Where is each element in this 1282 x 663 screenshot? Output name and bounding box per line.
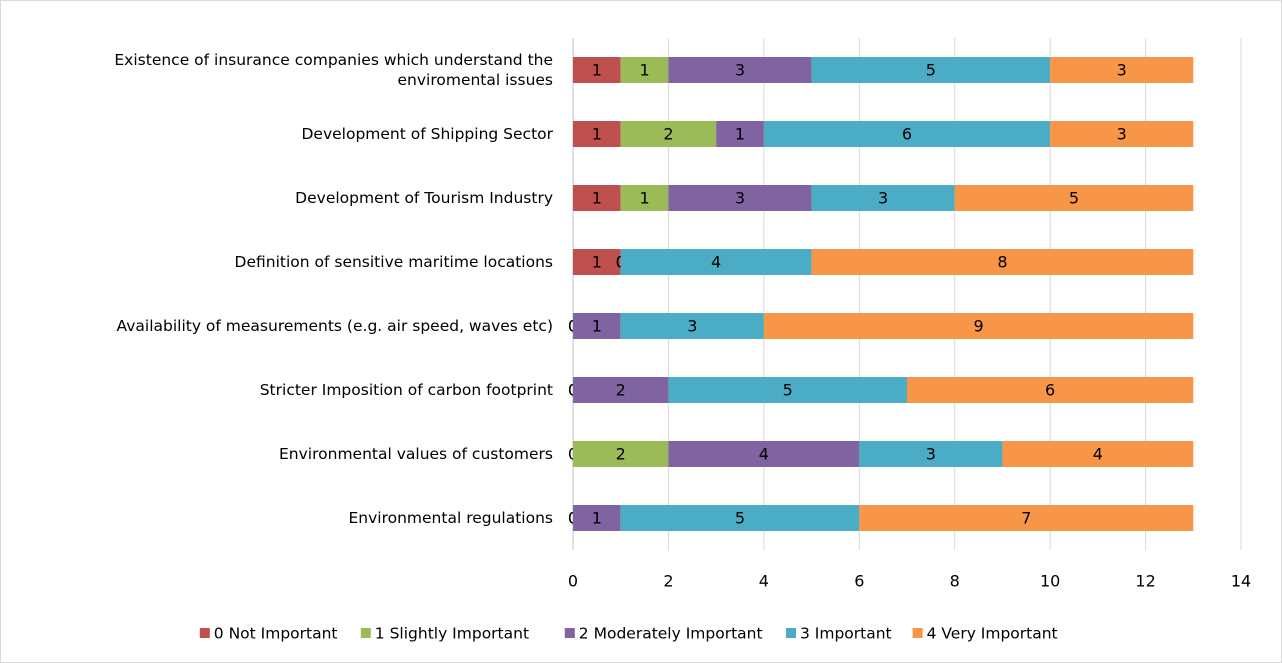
- value-label: 1: [592, 509, 602, 528]
- y-tick-label: Environmental values of customers: [279, 445, 553, 463]
- y-tick-label: Development of Tourism Industry: [295, 189, 553, 207]
- value-label: 3: [1117, 61, 1127, 80]
- value-label: 9: [973, 317, 983, 336]
- legend-swatch: [360, 628, 371, 638]
- bar-segment: [954, 185, 1194, 211]
- bar-segment: [573, 377, 669, 403]
- bar-segment: [763, 121, 1051, 147]
- bar-segment: [668, 377, 907, 403]
- legend-swatch: [912, 628, 923, 638]
- value-label: 1: [592, 317, 602, 336]
- legend-label: 2 Moderately Important: [579, 625, 763, 643]
- y-tick-label: Development of Shipping Sector: [301, 125, 553, 143]
- value-label: 4: [1093, 445, 1103, 464]
- x-tick-label: 0: [568, 572, 578, 591]
- value-label: 6: [902, 125, 912, 144]
- y-tick-label: Stricter Imposition of carbon footprint: [259, 381, 553, 399]
- bar-segment: [573, 185, 621, 211]
- value-label: 5: [926, 61, 936, 80]
- legend-label: 1 Slightly Important: [375, 625, 529, 643]
- bar-segment: [620, 313, 764, 339]
- value-label: 1: [592, 125, 602, 144]
- x-tick-label: 12: [1135, 572, 1155, 591]
- y-tick-label: Availability of measurements (e.g. air s…: [116, 317, 553, 335]
- legend-swatch: [199, 628, 210, 638]
- value-label: 2: [616, 381, 626, 400]
- bar-segment: [620, 121, 717, 147]
- value-label: 1: [592, 253, 602, 272]
- bar-segment: [811, 185, 955, 211]
- bar-segment: [811, 249, 1194, 275]
- value-label: 2: [616, 445, 626, 464]
- bar-segment: [573, 121, 621, 147]
- bar-segment: [859, 505, 1194, 531]
- bar-segment: [1050, 57, 1194, 83]
- value-label: 4: [711, 253, 721, 272]
- x-tick-label: 8: [950, 572, 960, 591]
- value-label: 1: [639, 189, 649, 208]
- bar-segment: [573, 57, 621, 83]
- x-tick-label: 10: [1040, 572, 1060, 591]
- value-label: 1: [592, 61, 602, 80]
- x-tick-label: 4: [759, 572, 769, 591]
- bar-segment: [573, 313, 621, 339]
- value-label: 8: [997, 253, 1007, 272]
- value-label: 1: [592, 189, 602, 208]
- value-label: 3: [687, 317, 697, 336]
- value-label: 4: [759, 445, 769, 464]
- bar-segment: [620, 57, 669, 83]
- bar-segment: [1050, 121, 1194, 147]
- bar-segment: [668, 185, 812, 211]
- bar-segment: [811, 57, 1051, 83]
- bar-segment: [573, 505, 621, 531]
- value-label: 1: [639, 61, 649, 80]
- bar-segment: [1002, 441, 1194, 467]
- x-tick-label: 6: [854, 572, 864, 591]
- value-label: 3: [735, 189, 745, 208]
- bar-segment: [620, 185, 669, 211]
- value-label: 3: [878, 189, 888, 208]
- legend-swatch: [786, 628, 796, 638]
- bar-segment: [620, 505, 860, 531]
- bar-segment: [668, 441, 860, 467]
- bar-segment: [907, 377, 1194, 403]
- bar-segment: [668, 57, 812, 83]
- value-label: 7: [1021, 509, 1031, 528]
- value-label: 5: [783, 381, 793, 400]
- bar-segment: [573, 249, 621, 275]
- bar-segment: [716, 121, 764, 147]
- legend-label: 0 Not Important: [214, 625, 338, 643]
- bar-segment: [573, 441, 669, 467]
- x-tick-label: 14: [1231, 572, 1251, 591]
- legend-label: 4 Very Important: [927, 625, 1058, 643]
- value-label: 3: [926, 445, 936, 464]
- y-tick-label: Definition of sensitive maritime locatio…: [234, 253, 553, 271]
- bar-segment: [859, 441, 1003, 467]
- legend-swatch: [564, 628, 575, 638]
- value-label: 3: [1117, 125, 1127, 144]
- y-tick-label: Existence of insurance companies which u…: [114, 51, 553, 89]
- bar-segment: [620, 249, 812, 275]
- value-label: 2: [663, 125, 673, 144]
- bar-segment: [763, 313, 1194, 339]
- value-label: 6: [1045, 381, 1055, 400]
- y-tick-label: Environmental regulations: [348, 509, 553, 527]
- value-label: 1: [735, 125, 745, 144]
- value-label: 5: [1069, 189, 1079, 208]
- value-label: 5: [735, 509, 745, 528]
- legend-label: 3 Important: [800, 625, 892, 643]
- value-label: 3: [735, 61, 745, 80]
- x-tick-label: 2: [663, 572, 673, 591]
